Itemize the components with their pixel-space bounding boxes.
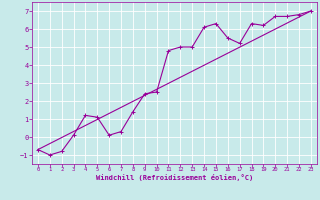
X-axis label: Windchill (Refroidissement éolien,°C): Windchill (Refroidissement éolien,°C) [96,174,253,181]
